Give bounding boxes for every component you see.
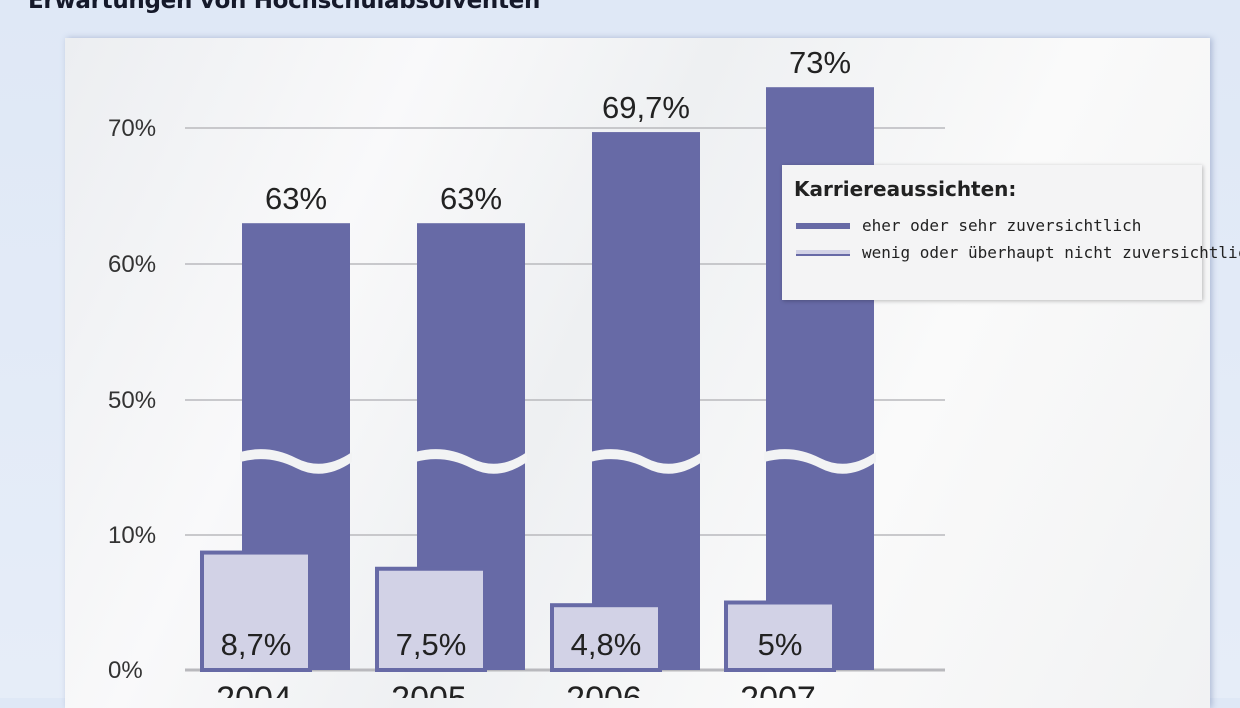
x-tick-label: 2007	[740, 680, 816, 698]
legend-label: wenig oder überhaupt nicht zuversichtlic…	[862, 243, 1240, 262]
value-label: 7,5%	[396, 627, 467, 662]
legend-label: eher oder sehr zuversichtlich	[862, 216, 1142, 235]
legend: Karriereaussichten: eher oder sehr zuver…	[782, 165, 1240, 300]
value-label: 5%	[758, 627, 803, 662]
bar-not-confident	[550, 603, 662, 673]
value-label: 8,7%	[221, 627, 292, 662]
value-label: 63%	[440, 181, 502, 216]
value-label: 63%	[265, 181, 327, 216]
value-label: 4,8%	[571, 627, 642, 662]
value-label: 69,7%	[602, 90, 690, 125]
x-tick-label: 2004	[216, 680, 292, 698]
axis-break-mark	[240, 449, 352, 474]
x-tick-label: 2006	[566, 680, 642, 698]
y-tick-label: 60%	[108, 251, 156, 278]
axis-break-mark	[590, 449, 702, 474]
x-tick-label: 2005	[391, 680, 467, 698]
chart-title: Erwartungen von Hochschulabsolventen	[28, 0, 541, 14]
axis-break-mark	[764, 449, 876, 474]
bar-not-confident	[724, 600, 836, 672]
bar-not-confident	[200, 550, 312, 672]
y-tick-label: 0%	[108, 657, 143, 684]
y-tick-label: 70%	[108, 115, 156, 142]
y-tick-label: 10%	[108, 522, 156, 549]
legend-title: Karriereaussichten:	[794, 177, 1017, 201]
value-label: 73%	[789, 45, 851, 80]
bar-not-confident	[375, 566, 487, 672]
bar-confident	[592, 132, 700, 670]
y-tick-label: 50%	[108, 387, 156, 414]
axis-break-mark	[415, 449, 527, 474]
legend-swatch	[796, 250, 850, 256]
legend-swatch	[796, 223, 850, 229]
